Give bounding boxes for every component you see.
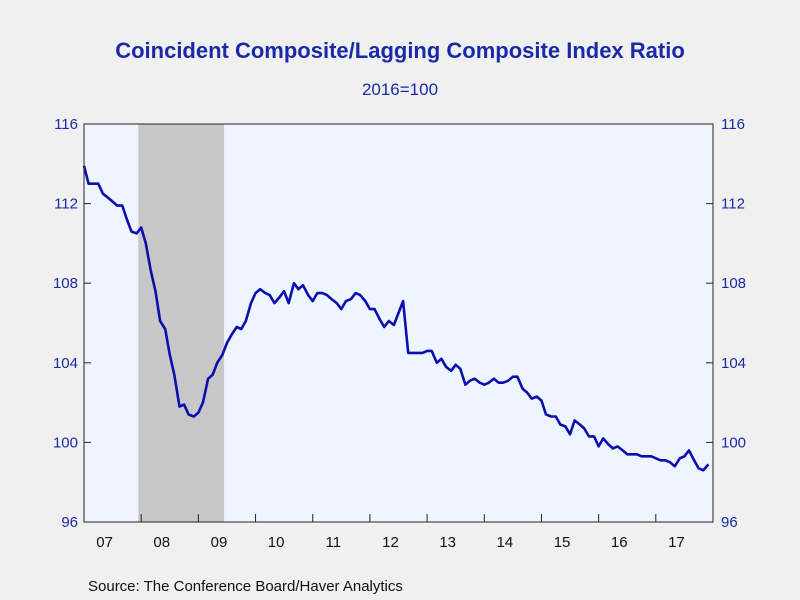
y-tick-label-left: 116	[54, 116, 78, 133]
x-tick-label: 09	[211, 534, 228, 551]
data-line	[82, 165, 710, 472]
y-tick-label-right: 100	[721, 434, 746, 451]
x-tick-label: 07	[96, 534, 113, 551]
x-tick-label: 11	[326, 534, 342, 551]
chart-subtitle: 2016=100	[361, 80, 439, 99]
x-tick-label: 12	[382, 534, 399, 551]
y-tick-label-left: 108	[53, 275, 78, 292]
y-tick-label-left: 104	[53, 355, 78, 372]
y-tick-label-right: 108	[721, 275, 746, 292]
x-tick-label: 08	[153, 534, 170, 551]
x-tick-label: 10	[268, 534, 285, 551]
y-tick-label-right: 96	[721, 514, 738, 531]
y-tick-label-left: 96	[61, 514, 78, 531]
y-tick-label-right: 104	[721, 355, 746, 372]
recession-band	[138, 124, 225, 522]
chart-source: Source: The Conference Board/Haver Analy…	[88, 578, 403, 595]
x-tick-label: 13	[439, 534, 456, 551]
y-tick-label-left: 100	[53, 434, 78, 451]
x-tick-label: 15	[554, 534, 571, 551]
x-tick-label: 14	[497, 534, 514, 551]
y-tick-label-left: 112	[54, 196, 78, 213]
x-tick-label: 17	[668, 534, 685, 551]
plot-frame	[83, 123, 714, 523]
chart-title: Coincident Composite/Lagging Composite I…	[115, 38, 685, 63]
y-tick-label-right: 116	[721, 116, 745, 133]
x-tick-label: 16	[611, 534, 628, 551]
y-tick-label-right: 112	[721, 196, 745, 213]
axis-ticks: 96 96 100 100 104 104 108 108 112 112 116 116 07 08 09…	[53, 116, 746, 551]
